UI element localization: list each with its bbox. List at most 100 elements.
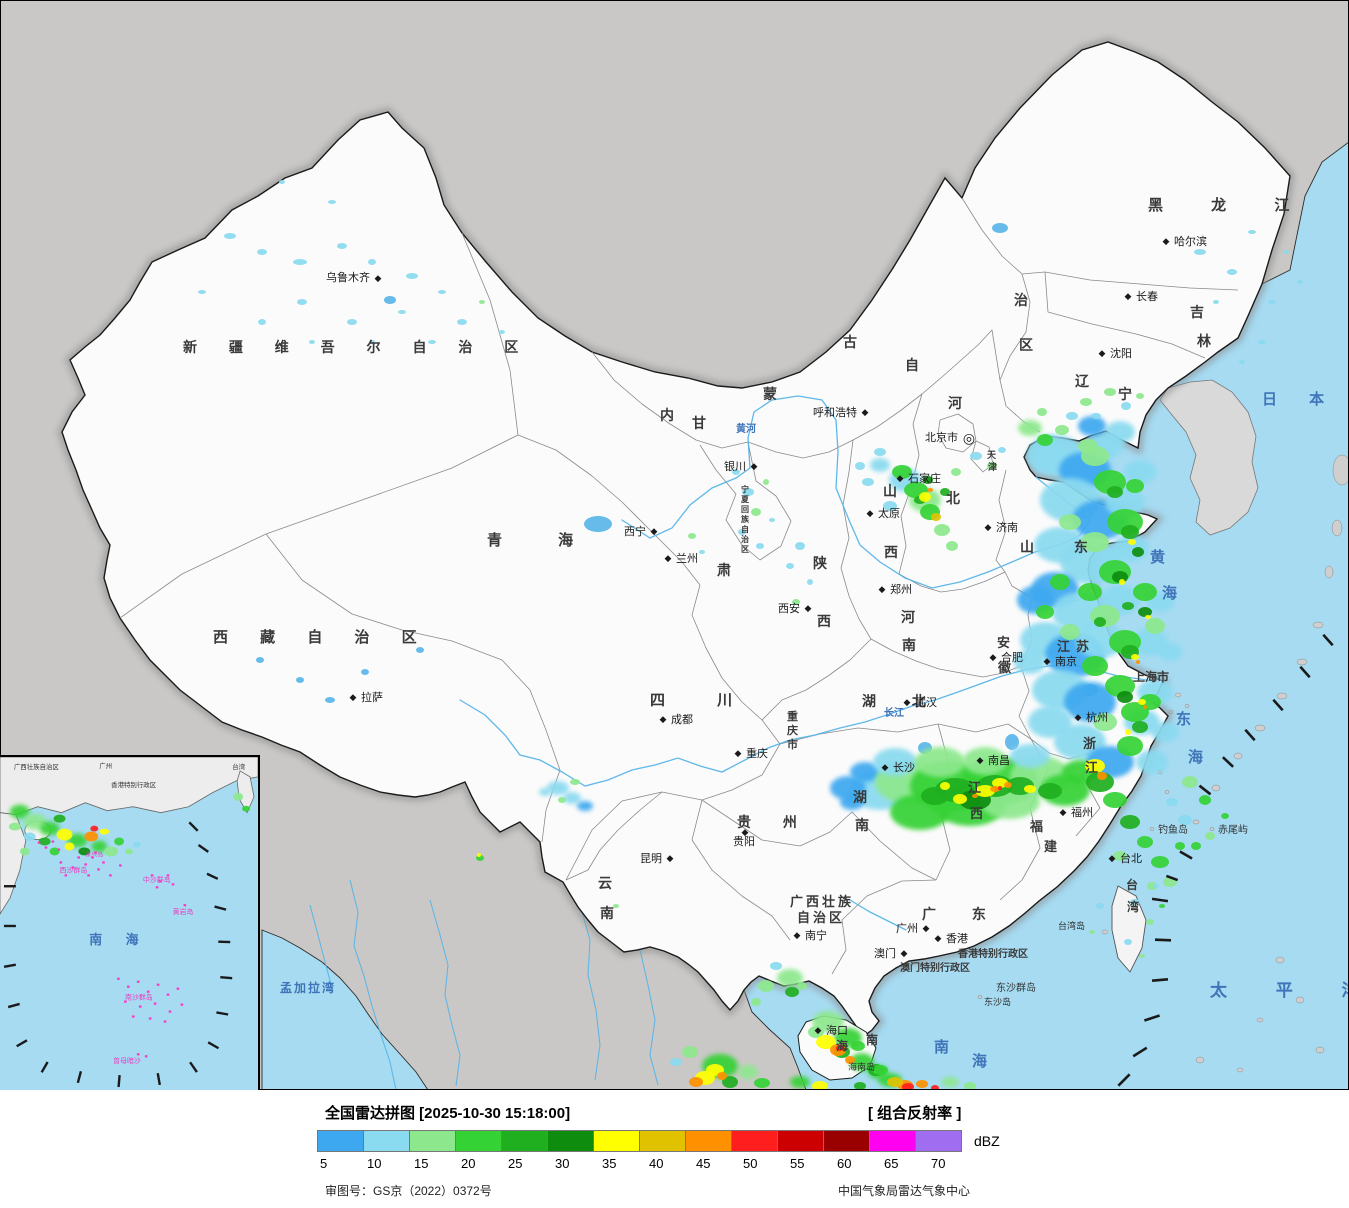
province-label: 江 <box>968 780 981 795</box>
province-label: 西 <box>817 613 831 629</box>
dbz-value-label: 60 <box>837 1156 852 1171</box>
sea-boundary-dash <box>1322 633 1334 647</box>
legend-bar: 全国雷达拼图 [2025-10-30 15:18:00] [ 组合反射率 ] d… <box>0 1090 1349 1208</box>
city-label: 香港 <box>946 932 968 945</box>
reef-dot <box>57 848 61 851</box>
dbz-unit-label: dBZ <box>974 1133 1000 1149</box>
reef-dot <box>44 846 48 849</box>
reef-dot <box>176 987 180 990</box>
island-label: 台湾岛 <box>1058 920 1085 931</box>
reef-dot <box>127 985 130 988</box>
nine-dash-segment <box>7 1002 20 1009</box>
sea-label: 海 <box>1188 748 1203 766</box>
reef-dot <box>150 874 154 877</box>
city-label: 西安 <box>778 601 800 615</box>
city-marker-icon: ◆ <box>815 1025 822 1035</box>
map-title: 全国雷达拼图 [2025-10-30 15:18:00] <box>325 1105 571 1122</box>
sea-label: 黄河 <box>736 422 756 435</box>
dbz-color-scale: dBZ <box>317 1130 1000 1152</box>
radar-echo-layer <box>198 180 1303 1091</box>
province-label: 宁 <box>1118 386 1132 402</box>
city-marker-icon: ◆ <box>882 762 889 772</box>
city-label: 成都 <box>671 713 693 726</box>
nine-dash-segment <box>76 1071 83 1084</box>
city-label: 石家庄 <box>908 471 941 485</box>
sea-label: 海 <box>1162 584 1177 602</box>
city-marker-icon: ◆ <box>1044 656 1051 666</box>
city-marker-icon: ◆ <box>794 930 801 940</box>
nine-dash-segment <box>218 940 231 944</box>
city-marker-icon: ◆ <box>985 522 992 532</box>
province-label: 津 <box>988 461 997 472</box>
china-radar-map[interactable]: 日 本 海黄海东海南海太 平 洋孟加拉湾黄河长江黑 龙 江吉林辽宁内蒙古自治区新… <box>0 0 1349 1091</box>
reef-dot <box>166 874 170 877</box>
province-label: 青 海 <box>487 531 599 549</box>
nine-dash-segment <box>3 963 16 968</box>
province-label: 澳门特别行政区 <box>900 961 970 974</box>
dbz-value-label: 55 <box>790 1156 805 1171</box>
province-label: 南 <box>855 817 869 833</box>
reef-dot <box>109 874 112 877</box>
province-label: 广西壮族 <box>790 894 854 909</box>
city-label: 南京 <box>1055 654 1077 668</box>
city-label: 杭州 <box>1086 710 1108 724</box>
dbz-value-row: 5 10 15 20 25 30 35 40 45 50 55 60 65 70 <box>318 1156 976 1171</box>
reef-dot <box>131 1015 135 1018</box>
province-label: 新 疆 维 吾 尔 自 治 区 <box>183 339 532 355</box>
sea-boundary-dash <box>1221 756 1235 768</box>
city-label: 合肥 <box>1001 650 1023 664</box>
sea-boundary-dash <box>1143 1014 1161 1022</box>
island-label: 海南岛 <box>848 1061 875 1072</box>
sea-label: 孟加拉湾 <box>280 980 336 995</box>
reef-dot <box>51 840 55 843</box>
dbz-color-cell <box>823 1130 870 1152</box>
inset-label: 广州 <box>99 761 112 770</box>
dbz-value-label: 50 <box>743 1156 758 1171</box>
province-label: 山 <box>883 483 897 499</box>
province-label: 自 <box>905 357 919 373</box>
province-label: 黑 龙 江 <box>1148 196 1311 214</box>
city-marker-icon: ◆ <box>350 692 357 702</box>
city-marker-icon: ◎ <box>963 430 975 446</box>
city-marker-icon: ◆ <box>660 714 667 724</box>
dbz-color-cell <box>731 1130 778 1152</box>
license-text: 审图号：GS京（2022）0372号 <box>325 1184 492 1198</box>
credit-text: 中国气象局雷达气象中心 <box>838 1184 971 1198</box>
sea-boundary-dash <box>1132 1046 1148 1058</box>
nine-dash-segment <box>117 1075 121 1088</box>
reef-dot <box>153 1002 157 1005</box>
province-label: 蒙 <box>763 386 777 402</box>
city-marker-icon: ◆ <box>651 526 658 536</box>
nine-dash-segment <box>189 1061 198 1073</box>
dbz-color-cell <box>869 1130 916 1152</box>
province-label: 贵 州 <box>737 814 811 830</box>
province-label: 福 <box>1029 819 1043 834</box>
island-label: 东沙岛 <box>984 996 1011 1007</box>
city-label: 海口 <box>826 1023 848 1037</box>
province-label: 自治区 <box>797 910 845 925</box>
inset-label: 台湾 <box>232 762 245 771</box>
dbz-color-cell <box>455 1130 502 1152</box>
city-label: 南宁 <box>805 928 827 942</box>
city-marker-icon: ◆ <box>375 273 382 283</box>
sea-boundary-dash <box>1154 938 1172 942</box>
province-label: 肃 <box>717 562 731 578</box>
city-marker-icon: ◆ <box>977 755 984 765</box>
dbz-value-label: 5 <box>320 1156 328 1171</box>
sea-boundary-dash <box>1151 897 1169 903</box>
dbz-color-cell <box>363 1130 410 1152</box>
sea-boundary-dash <box>1272 698 1284 712</box>
nine-dash-segment <box>197 844 209 853</box>
reef-dot <box>87 874 90 877</box>
city-label: 南昌 <box>988 754 1010 767</box>
province-label: 吉 <box>1190 304 1204 320</box>
labels-layer: 日 本 海黄海东海南海太 平 洋孟加拉湾黄河长江黑 龙 江吉林辽宁内蒙古自治区新… <box>183 196 1349 1072</box>
reef-dot <box>71 866 75 869</box>
province-label: 江 <box>1057 639 1070 654</box>
dbz-value-label: 20 <box>461 1156 476 1171</box>
reef-dot <box>124 1000 127 1003</box>
reef-dot <box>84 863 87 866</box>
inset-label: 广西壮族自治区 <box>14 762 60 771</box>
city-marker-icon: ◆ <box>879 584 886 594</box>
inset-label: 黄岩岛 <box>173 907 194 916</box>
